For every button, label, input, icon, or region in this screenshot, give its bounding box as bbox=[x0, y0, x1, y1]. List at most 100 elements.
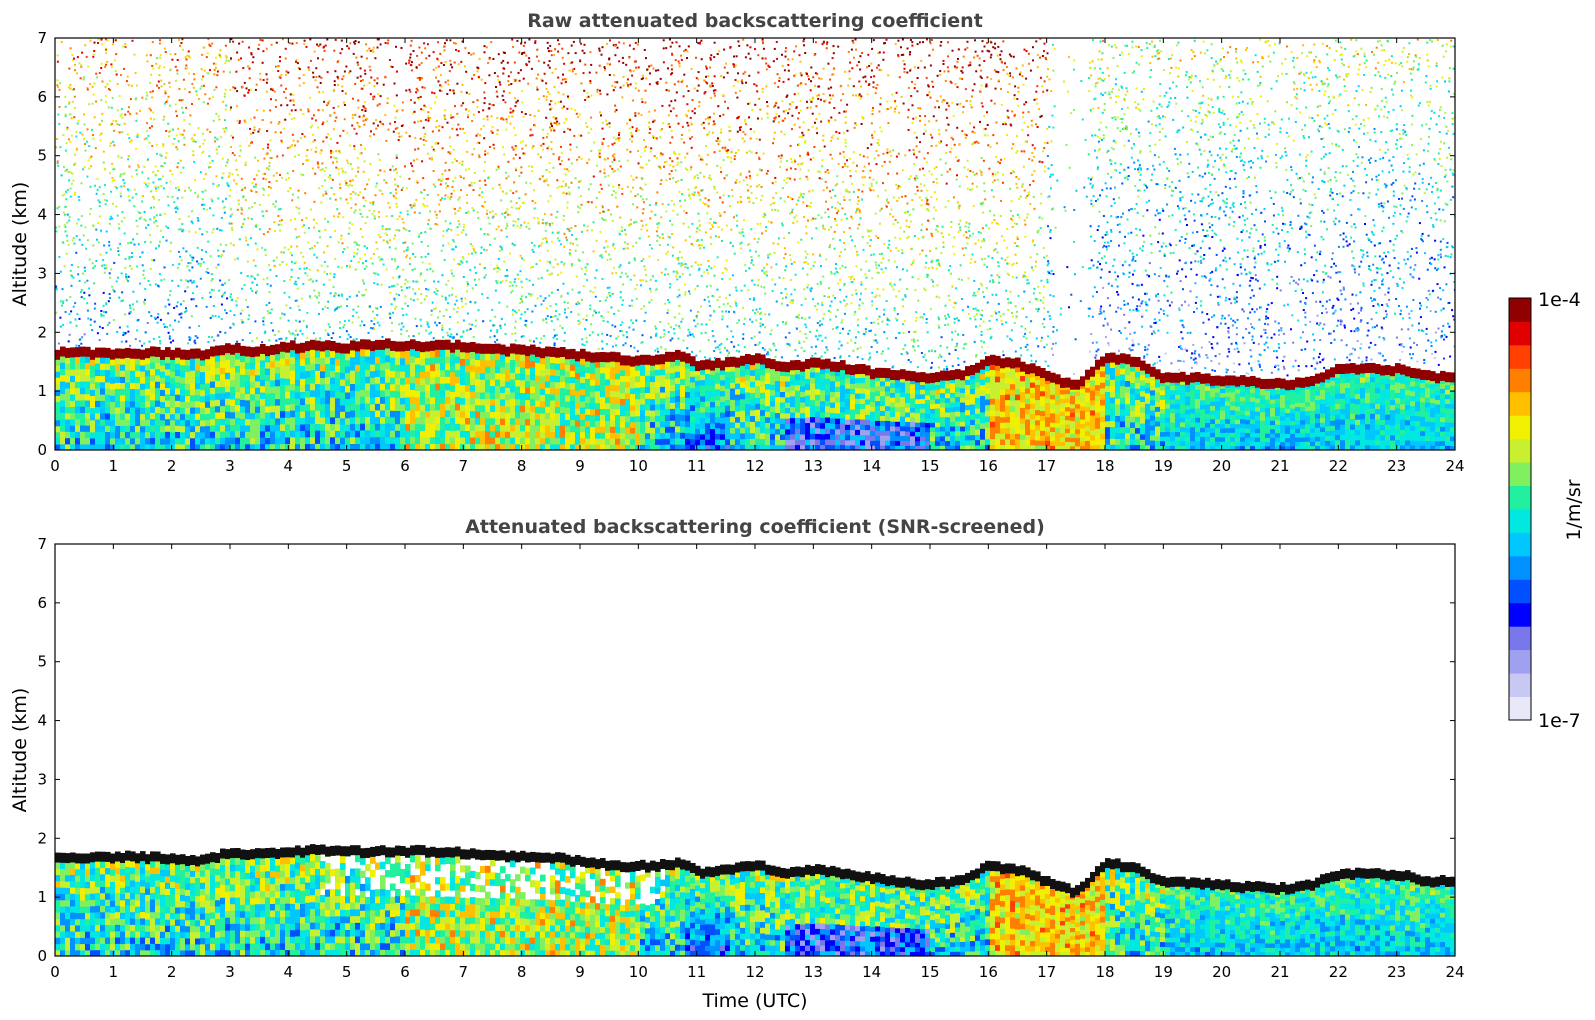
ytick-label: 6 bbox=[37, 594, 47, 612]
xtick-label: 9 bbox=[575, 457, 585, 475]
xtick-label: 10 bbox=[629, 963, 648, 981]
ytick-label: 3 bbox=[37, 770, 47, 788]
xtick-label: 22 bbox=[1329, 963, 1348, 981]
xtick-label: 4 bbox=[284, 963, 294, 981]
xtick-label: 23 bbox=[1387, 963, 1406, 981]
ytick-label: 0 bbox=[37, 947, 47, 965]
panel-screened: Attenuated backscattering coefficient (S… bbox=[9, 516, 1465, 1012]
panel-raw-ylabel: Altitude (km) bbox=[9, 182, 31, 307]
colorbar-band bbox=[1509, 321, 1531, 346]
colorbar-band bbox=[1509, 509, 1531, 533]
xtick-label: 1 bbox=[109, 963, 119, 981]
ytick-label: 4 bbox=[37, 712, 47, 730]
colorbar-band bbox=[1509, 673, 1531, 697]
xtick-label: 19 bbox=[1154, 963, 1173, 981]
xtick-label: 13 bbox=[804, 457, 823, 475]
xtick-label: 5 bbox=[342, 963, 352, 981]
panel-raw-heatmap bbox=[55, 38, 1455, 450]
panel-raw: Raw attenuated backscattering coefficien… bbox=[9, 10, 1465, 475]
xtick-label: 16 bbox=[979, 963, 998, 981]
xtick-label: 13 bbox=[804, 963, 823, 981]
xtick-label: 8 bbox=[517, 963, 527, 981]
xtick-label: 20 bbox=[1212, 457, 1231, 475]
ytick-label: 5 bbox=[37, 653, 47, 671]
ytick-label: 4 bbox=[37, 206, 47, 224]
colorbar-band bbox=[1509, 438, 1531, 463]
xtick-label: 11 bbox=[687, 963, 706, 981]
xtick-label: 1 bbox=[109, 457, 119, 475]
xtick-label: 16 bbox=[979, 457, 998, 475]
xtick-label: 3 bbox=[225, 457, 235, 475]
xtick-label: 9 bbox=[575, 963, 585, 981]
panel-screened-title: Attenuated backscattering coefficient (S… bbox=[465, 516, 1045, 538]
colorbar-band bbox=[1509, 344, 1531, 369]
xtick-label: 11 bbox=[687, 457, 706, 475]
ytick-label: 7 bbox=[37, 535, 47, 553]
xtick-label: 21 bbox=[1270, 963, 1289, 981]
panel-screened-ylabel: Altitude (km) bbox=[9, 688, 31, 813]
panel-screened-heatmap bbox=[55, 844, 1455, 956]
ytick-label: 2 bbox=[37, 323, 47, 341]
xtick-label: 14 bbox=[862, 963, 881, 981]
colorbar-band bbox=[1509, 298, 1531, 322]
colorbar-frame bbox=[1508, 297, 1532, 721]
xtick-label: 17 bbox=[1037, 963, 1056, 981]
colorbar-band bbox=[1509, 555, 1531, 580]
xtick-label: 24 bbox=[1445, 457, 1464, 475]
ytick-label: 1 bbox=[37, 888, 47, 906]
colorbar-band bbox=[1509, 391, 1531, 416]
colorbar-band bbox=[1509, 485, 1531, 510]
colorbar-band bbox=[1509, 368, 1531, 393]
colorbar-band bbox=[1509, 696, 1531, 721]
xtick-label: 15 bbox=[920, 963, 939, 981]
colorbar-bands bbox=[1509, 298, 1531, 721]
xtick-label: 12 bbox=[745, 457, 764, 475]
panel-screened-xlabel: Time (UTC) bbox=[701, 990, 807, 1012]
colorbar-unit-label: 1/m/sr bbox=[1563, 479, 1585, 540]
colorbar-band bbox=[1509, 579, 1531, 604]
xtick-label: 3 bbox=[225, 963, 235, 981]
xtick-label: 23 bbox=[1387, 457, 1406, 475]
xtick-label: 6 bbox=[400, 963, 410, 981]
colorbar-min-label: 1e-7 bbox=[1538, 710, 1581, 732]
panel-raw-title: Raw attenuated backscattering coefficien… bbox=[527, 10, 983, 32]
xtick-label: 7 bbox=[459, 457, 469, 475]
xtick-label: 19 bbox=[1154, 457, 1173, 475]
ytick-label: 2 bbox=[37, 829, 47, 847]
colorbar-band bbox=[1509, 626, 1531, 651]
colorbar-band bbox=[1509, 415, 1531, 440]
colorbar-band bbox=[1509, 462, 1531, 486]
xtick-label: 7 bbox=[459, 963, 469, 981]
panel-screened-axes: 0 1 2 3 4 5 6 7 8 9 10 11 12 13 14 15 16 17 18 19 20 21 22 23 24… bbox=[37, 535, 1464, 981]
xtick-label: 5 bbox=[342, 457, 352, 475]
colorbar: 1e-4 1e-7 1/m/sr bbox=[1508, 289, 1585, 732]
xtick-label: 0 bbox=[50, 963, 60, 981]
xtick-label: 17 bbox=[1037, 457, 1056, 475]
ytick-label: 3 bbox=[37, 264, 47, 282]
ytick-label: 7 bbox=[37, 29, 47, 47]
ytick-label: 5 bbox=[37, 147, 47, 165]
colorbar-max-label: 1e-4 bbox=[1538, 289, 1581, 311]
ytick-label: 1 bbox=[37, 382, 47, 400]
xtick-label: 0 bbox=[50, 457, 60, 475]
colorbar-band bbox=[1509, 532, 1531, 557]
xtick-label: 8 bbox=[517, 457, 527, 475]
ytick-label: 6 bbox=[37, 88, 47, 106]
xtick-label: 18 bbox=[1095, 457, 1114, 475]
colorbar-band bbox=[1509, 602, 1531, 627]
xtick-label: 6 bbox=[400, 457, 410, 475]
xtick-label: 18 bbox=[1095, 963, 1114, 981]
xtick-label: 4 bbox=[284, 457, 294, 475]
xtick-label: 12 bbox=[745, 963, 764, 981]
xtick-label: 14 bbox=[862, 457, 881, 475]
ytick-label: 0 bbox=[37, 441, 47, 459]
xtick-label: 2 bbox=[167, 457, 177, 475]
panel-raw-axes: 0 1 2 3 4 5 6 7 8 9 10 11 12 13 14 15 16 17 18 19 20 21 22 23 24… bbox=[37, 29, 1464, 475]
xtick-label: 21 bbox=[1270, 457, 1289, 475]
xtick-label: 20 bbox=[1212, 963, 1231, 981]
xtick-label: 2 bbox=[167, 963, 177, 981]
xtick-label: 24 bbox=[1445, 963, 1464, 981]
colorbar-band bbox=[1509, 649, 1531, 674]
xtick-label: 22 bbox=[1329, 457, 1348, 475]
